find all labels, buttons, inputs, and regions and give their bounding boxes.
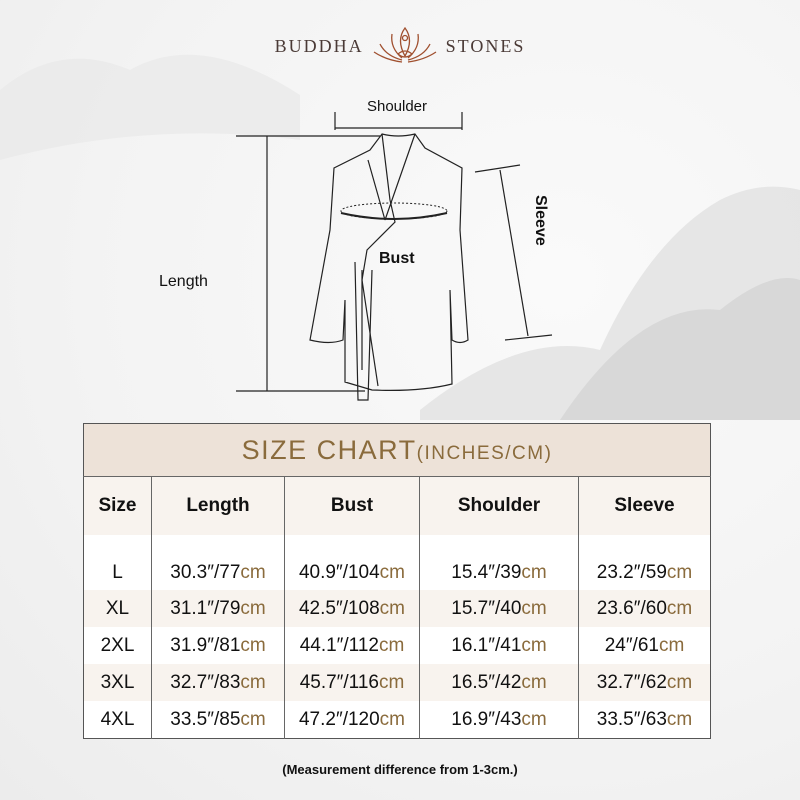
measurement-cell: 42.5″/108cm xyxy=(284,590,420,627)
header-shoulder: Shoulder xyxy=(419,476,579,535)
measurement-cell: 16.1″/41cm xyxy=(419,627,579,664)
length-label: Length xyxy=(159,273,208,290)
size-cell: 4XL xyxy=(100,708,135,730)
table-row: L 30.3″/77cm 40.9″/104cm 15.4″/39cm 23.2″/59… xyxy=(84,535,711,590)
header-bust: Bust xyxy=(284,476,420,535)
size-chart-table: SIZE CHART(INCHES/CM) Size Length Bust S… xyxy=(83,423,711,739)
bust-label: Bust xyxy=(379,250,415,267)
lotus-meditation-icon xyxy=(373,26,437,63)
sleeve-measure-line xyxy=(474,164,553,341)
table-row: 4XL 33.5″/85cm 47.2″/120cm 16.9″/43cm 33.5″/… xyxy=(84,701,711,739)
brand-name-left: BUDDHA xyxy=(274,35,364,56)
table-row: XL 31.1″/79cm 42.5″/108cm 15.7″/40cm 23.6″/6… xyxy=(83,590,711,627)
measurement-cell: 23.2″/59cm xyxy=(578,535,711,590)
measurement-cell: 15.7″/40cm xyxy=(419,590,579,627)
brand-logo: BUDDHA STONES xyxy=(0,26,800,66)
shoulder-label: Shoulder xyxy=(367,98,427,115)
sleeve-label: Sleeve xyxy=(532,195,549,246)
header-length: Length xyxy=(151,476,285,535)
header-sleeve: Sleeve xyxy=(578,476,711,535)
measurement-cell: 32.7″/62cm xyxy=(578,664,711,701)
measurement-cell: 44.1″/112cm xyxy=(284,627,420,664)
measurement-cell: 32.7″/83cm xyxy=(151,664,285,701)
measurement-cell: 45.7″/116cm xyxy=(284,664,420,701)
size-cell: L xyxy=(112,562,123,583)
size-chart-title: SIZE CHART(INCHES/CM) xyxy=(83,423,711,477)
shoulder-measure-line xyxy=(334,112,463,130)
measurement-cell: 16.5″/42cm xyxy=(419,664,579,701)
table-row: 3XL 32.7″/83cm 45.7″/116cm 16.5″/42cm 32.7″/… xyxy=(83,664,711,701)
table-row: 2XL 31.9″/81cm 44.1″/112cm 16.1″/41cm 24″/61… xyxy=(84,627,711,664)
brand-name-right: STONES xyxy=(445,35,526,56)
size-cell: 2XL xyxy=(100,634,135,656)
size-cell: XL xyxy=(83,590,152,627)
length-measure-line xyxy=(236,135,380,392)
measurement-note: (Measurement difference from 1-3cm.) xyxy=(282,762,518,777)
measurement-cell: 33.5″/85cm xyxy=(151,701,285,739)
garment-diagram: Shoulder Bust Length Sleeve xyxy=(159,98,553,401)
measurement-cell: 47.2″/120cm xyxy=(284,701,420,739)
measurement-cell: 23.6″/60cm xyxy=(578,590,711,627)
measurement-cell: 15.4″/39cm xyxy=(419,535,579,590)
table-header-row: Size Length Bust Shoulder Sleeve xyxy=(83,476,711,535)
measurement-cell: 31.9″/81cm xyxy=(151,627,285,664)
measurement-cell: 30.3″/77cm xyxy=(151,535,285,590)
header-size: Size xyxy=(83,476,152,535)
measurement-cell: 24″/61cm xyxy=(578,627,711,664)
size-cell: 3XL xyxy=(83,664,152,701)
measurement-cell: 31.1″/79cm xyxy=(151,590,285,627)
measurement-cell: 33.5″/63cm xyxy=(578,701,711,739)
measurement-cell: 16.9″/43cm xyxy=(419,701,579,739)
measurement-cell: 40.9″/104cm xyxy=(284,535,420,590)
